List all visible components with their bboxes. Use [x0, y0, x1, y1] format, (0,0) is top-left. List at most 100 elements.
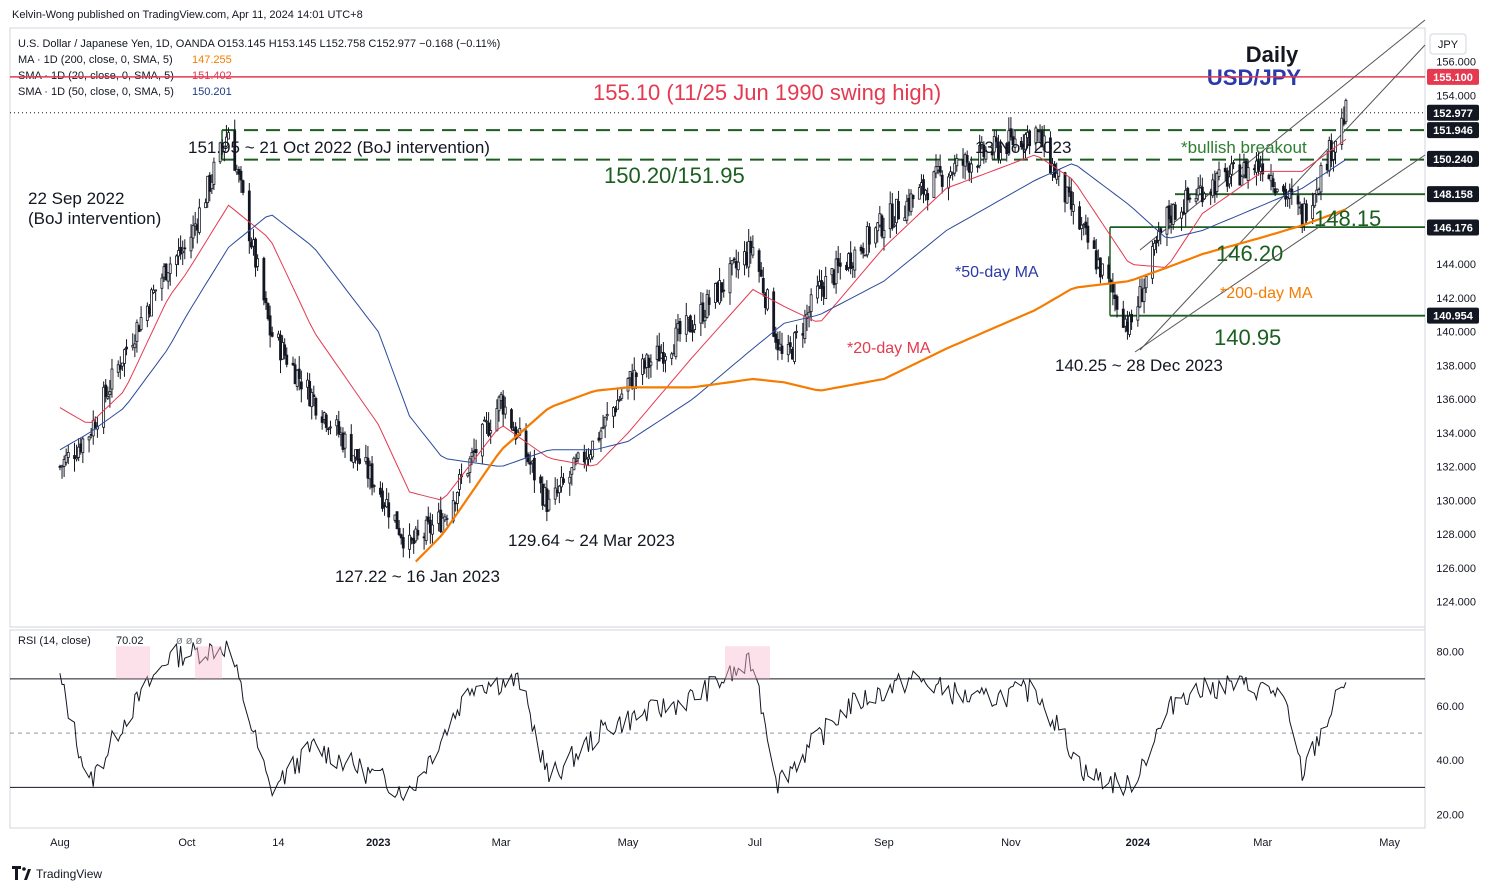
ma20-line [59, 138, 1347, 501]
candle-body [1340, 117, 1344, 145]
rsi-line [59, 640, 1347, 802]
price-tag-label: 148.158 [1433, 189, 1473, 201]
candle-body [329, 426, 332, 429]
candle-body [483, 419, 486, 422]
candle-body [1086, 225, 1090, 243]
candle-body [922, 179, 925, 195]
candle-body [337, 421, 341, 435]
candle-body [1194, 197, 1198, 202]
candle-body [603, 416, 607, 427]
main-pane-frame [9, 27, 1426, 628]
channel-line [1139, 44, 1426, 351]
candle-body [487, 422, 491, 436]
chart-annotation: 129.64 ~ 24 Mar 2023 [508, 531, 675, 550]
candle-body [820, 280, 823, 289]
rsi-layer [10, 640, 1425, 802]
candle-body [356, 449, 359, 461]
candle-body [233, 130, 237, 171]
price-axis[interactable]: 156.000154.000152.000150.000148.000146.0… [1436, 57, 1476, 609]
ma-legend-value: 151.402 [192, 70, 232, 82]
rsi-overbought-fill [116, 646, 150, 679]
level-label: 155.10 (11/25 Jun 1990 swing high) [593, 80, 941, 105]
candle-body [1101, 263, 1104, 276]
candle-body [1024, 134, 1027, 151]
candle-body [582, 451, 586, 463]
candle-body [1049, 137, 1052, 174]
candle-body [1115, 296, 1119, 310]
price-tick-label: 124.000 [1436, 597, 1476, 609]
candle-body [938, 166, 942, 173]
candle-body [1319, 165, 1323, 193]
candle-body [164, 263, 168, 281]
candle-body [343, 433, 347, 449]
candle-body [1121, 308, 1125, 328]
candle-body [976, 165, 980, 168]
price-tag [1427, 307, 1479, 324]
rsi-axis[interactable]: 80.00 60.00 40.00 20.00 [1436, 647, 1464, 822]
candle-body [1198, 185, 1202, 188]
price-tag-label: 146.176 [1433, 223, 1473, 235]
candle-body [803, 315, 807, 339]
channel-line [1134, 154, 1426, 353]
candle-body [1109, 279, 1113, 283]
candle-body [227, 132, 230, 140]
candle-body [601, 426, 605, 429]
rsi-tick-label: 20.00 [1436, 809, 1464, 821]
candle-body [874, 227, 878, 244]
candle-body [547, 498, 551, 511]
chart-annotation: *200-day MA [1220, 285, 1313, 302]
ma-legend-value: 150.201 [192, 86, 232, 98]
candle-body [470, 452, 474, 457]
candle-body [1084, 221, 1088, 229]
time-tick-label: Aug [50, 837, 70, 849]
candle-body [106, 396, 110, 399]
candle-body [634, 372, 638, 378]
price-tick-label: 144.000 [1436, 259, 1476, 271]
level-label: 140.95 [1214, 325, 1281, 350]
candle-body [670, 353, 674, 359]
price-tag-label: 150.240 [1433, 154, 1473, 166]
candle-body [241, 180, 245, 193]
ma-legend-label: SMA · 1D (20, close, 0, SMA, 5) [18, 70, 174, 82]
price-tag [1427, 104, 1479, 121]
candle-body [780, 345, 784, 354]
candle-body [553, 487, 557, 500]
chart-title: Daily [1246, 42, 1299, 67]
candle-body [480, 423, 484, 457]
candle-body [160, 277, 164, 289]
candle-body [620, 393, 624, 399]
candle-body [1067, 186, 1071, 193]
candle-body [597, 437, 601, 441]
candle-body [291, 362, 295, 366]
candle-body [876, 222, 880, 232]
candle-body [626, 378, 630, 392]
candle-body [707, 297, 711, 305]
candle-body [614, 408, 617, 413]
candle-body [1009, 128, 1013, 138]
price-tag-label: 155.100 [1433, 72, 1473, 84]
candle-body [947, 176, 950, 189]
rsi-tick-label: 80.00 [1436, 647, 1464, 659]
candle-body [905, 200, 909, 221]
time-tick-label: Mar [492, 837, 511, 849]
candle-body [399, 534, 403, 539]
candle-body [283, 344, 287, 356]
candle-body [62, 459, 66, 467]
ma-layer [59, 138, 1347, 563]
candle-body [256, 258, 260, 267]
candle-body [299, 381, 303, 390]
candle-body [139, 317, 143, 330]
candle-body [133, 343, 137, 349]
candle-body [969, 163, 973, 173]
candle-body [599, 430, 603, 440]
currency-badge[interactable] [1429, 33, 1467, 55]
time-axis[interactable]: Aug Oct 14 2023 Mar May Jul Sep Nov 2024 Mar May [50, 837, 1400, 849]
candle-body [1227, 176, 1231, 185]
candle-body [574, 459, 578, 462]
candle-body [1284, 188, 1287, 200]
candle-body [880, 215, 884, 237]
candle-body [882, 229, 886, 239]
price-tag [1427, 122, 1479, 139]
price-tag-label: 151.946 [1433, 125, 1473, 137]
